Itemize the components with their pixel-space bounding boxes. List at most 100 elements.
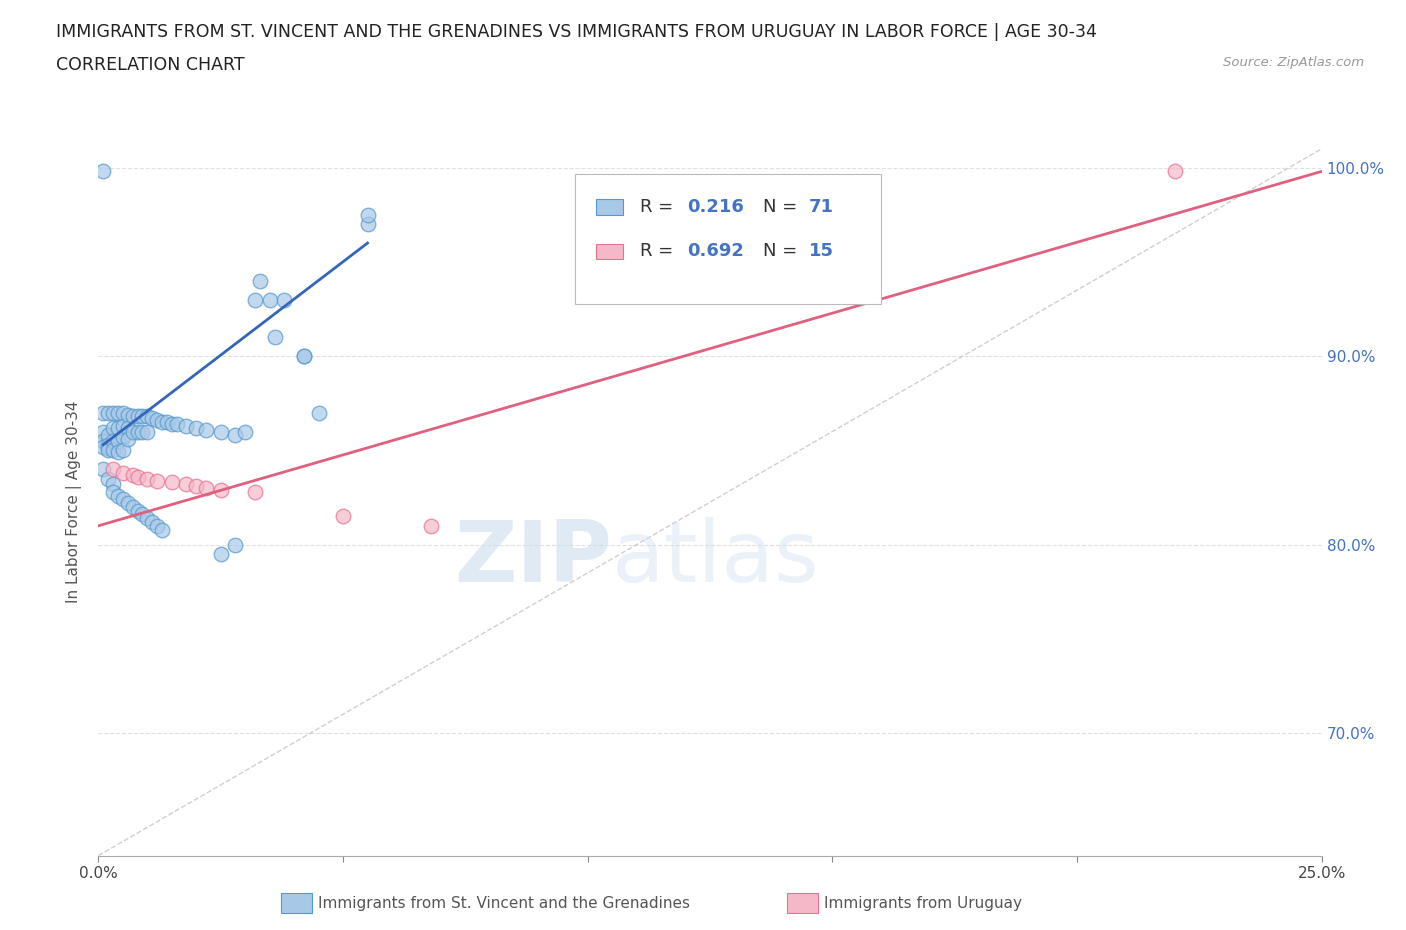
Point — [166, 417, 188, 432]
Point — [146, 413, 169, 428]
Point — [356, 217, 378, 232]
Point — [107, 488, 129, 503]
Text: R =: R = — [640, 243, 679, 260]
Point — [97, 472, 120, 486]
Point — [111, 430, 134, 445]
Point — [136, 511, 159, 525]
Point — [121, 424, 143, 439]
Point — [97, 437, 120, 452]
Point — [107, 405, 129, 420]
Point — [141, 411, 163, 426]
Point — [150, 415, 173, 430]
Point — [97, 441, 120, 456]
Point — [127, 409, 149, 424]
Text: CORRELATION CHART: CORRELATION CHART — [56, 56, 245, 73]
Point — [101, 433, 124, 448]
Point — [91, 405, 114, 420]
Point — [195, 422, 218, 437]
Point — [127, 424, 149, 439]
Text: 71: 71 — [808, 198, 834, 216]
Point — [233, 424, 256, 439]
Point — [332, 509, 354, 524]
Point — [91, 433, 114, 448]
Point — [111, 418, 134, 433]
Point — [209, 424, 232, 439]
Point — [101, 462, 124, 477]
Text: 0.692: 0.692 — [686, 243, 744, 260]
Point — [209, 547, 232, 562]
Point — [195, 481, 218, 496]
Text: Immigrants from St. Vincent and the Grenadines: Immigrants from St. Vincent and the Gren… — [318, 896, 690, 910]
Point — [224, 428, 246, 443]
Point — [107, 433, 129, 448]
Point — [249, 273, 271, 288]
Point — [273, 292, 295, 307]
Point — [121, 499, 143, 514]
Point — [356, 207, 378, 222]
Point — [146, 518, 169, 533]
Point — [224, 538, 246, 552]
Point — [111, 492, 134, 507]
Point — [127, 503, 149, 518]
Point — [176, 418, 198, 433]
Point — [146, 473, 169, 488]
Text: 0.216: 0.216 — [686, 198, 744, 216]
Point — [292, 349, 315, 364]
Text: R =: R = — [640, 198, 679, 216]
Text: Source: ZipAtlas.com: Source: ZipAtlas.com — [1223, 56, 1364, 69]
Text: atlas: atlas — [612, 517, 820, 600]
Point — [160, 417, 183, 432]
Text: 15: 15 — [808, 243, 834, 260]
Point — [141, 514, 163, 529]
Point — [150, 522, 173, 537]
Point — [131, 424, 153, 439]
Point — [308, 405, 330, 420]
Point — [97, 405, 120, 420]
Text: Immigrants from Uruguay: Immigrants from Uruguay — [824, 896, 1022, 910]
Point — [117, 420, 139, 435]
Point — [243, 292, 266, 307]
FancyBboxPatch shape — [596, 244, 623, 259]
Point — [136, 409, 159, 424]
Point — [1164, 164, 1187, 179]
Point — [91, 164, 114, 179]
Point — [101, 405, 124, 420]
Point — [111, 405, 134, 420]
Point — [97, 428, 120, 443]
Point — [101, 477, 124, 492]
Point — [91, 424, 114, 439]
Point — [101, 420, 124, 435]
Text: N =: N = — [762, 198, 803, 216]
Point — [111, 443, 134, 458]
Point — [420, 518, 443, 533]
Point — [209, 483, 232, 498]
FancyBboxPatch shape — [575, 174, 882, 304]
Point — [136, 424, 159, 439]
Point — [131, 409, 153, 424]
Point — [101, 485, 124, 499]
Point — [101, 443, 124, 458]
Point — [156, 415, 179, 430]
Text: ZIP: ZIP — [454, 517, 612, 600]
Point — [121, 468, 143, 483]
Point — [91, 462, 114, 477]
Point — [121, 409, 143, 424]
Y-axis label: In Labor Force | Age 30-34: In Labor Force | Age 30-34 — [66, 401, 83, 604]
Point — [131, 507, 153, 522]
Point — [259, 292, 281, 307]
Point — [91, 439, 114, 454]
Text: N =: N = — [762, 243, 803, 260]
Point — [136, 472, 159, 486]
Point — [127, 470, 149, 485]
Point — [243, 485, 266, 499]
Point — [160, 475, 183, 490]
Point — [176, 477, 198, 492]
Point — [292, 349, 315, 364]
Point — [186, 420, 208, 435]
Text: IMMIGRANTS FROM ST. VINCENT AND THE GRENADINES VS IMMIGRANTS FROM URUGUAY IN LAB: IMMIGRANTS FROM ST. VINCENT AND THE GREN… — [56, 23, 1097, 41]
FancyBboxPatch shape — [596, 199, 623, 215]
Point — [111, 466, 134, 481]
Point — [107, 420, 129, 435]
Point — [186, 479, 208, 494]
Point — [107, 445, 129, 459]
